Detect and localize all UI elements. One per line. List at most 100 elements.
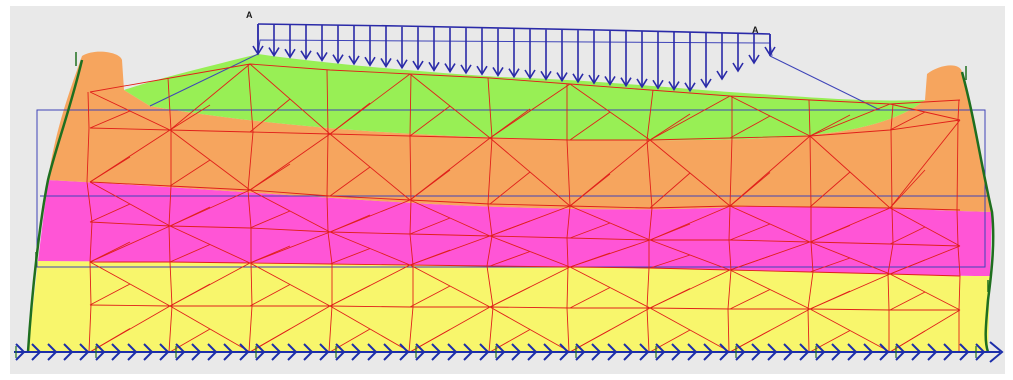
support-chevron [415,343,426,361]
support-chevron [95,343,106,361]
mesh-line [889,226,926,245]
mesh-line [409,169,451,201]
support-chevron [863,343,874,361]
support-chevron [943,343,954,361]
mesh-line [329,214,371,233]
mesh-line [809,171,851,208]
mesh-line [489,171,531,205]
mesh-line [169,63,251,131]
mesh-line [649,288,691,309]
layer-orange [48,51,992,213]
mesh-line [729,172,771,207]
mesh-line [409,217,451,235]
mesh-line [409,249,451,266]
support-chevron [847,343,858,361]
mesh-line [729,115,771,139]
mesh-line [489,286,531,308]
mesh-line [489,220,531,237]
mesh-line [569,173,611,207]
mesh-line [727,96,733,353]
support-chevron [239,343,250,361]
mesh-line [89,304,960,311]
support-chevron [527,343,538,361]
support-chevron [959,343,970,361]
support-chevron [447,343,458,361]
support-chevron [319,343,330,361]
load-line [257,23,771,35]
mesh-line [649,172,691,209]
load-arrowhead [588,74,600,85]
support-chevron [559,343,570,361]
support-chevron [207,343,218,361]
load-arrowhead [300,50,312,61]
support-chevron [223,343,234,361]
mesh-line [489,83,571,139]
support-chevron [719,343,730,361]
mesh-line [569,222,611,239]
mesh-line [809,103,891,137]
load-arrowhead [332,54,344,65]
support-chevron [927,343,938,361]
mesh-line [89,328,131,353]
support-chevron [143,343,154,361]
load-arrowhead [636,78,648,89]
point-a-right-label: A [752,25,759,35]
mesh-line [809,114,851,137]
mesh-line [249,231,331,264]
mesh-line [329,248,371,265]
mesh-line [489,251,531,267]
mesh-line [566,84,571,353]
point-a-left-label: A [246,10,253,20]
load-arrowhead [460,64,472,75]
mesh-line [729,289,771,310]
load-arrowhead [316,51,328,62]
mesh-line [649,329,691,353]
mesh-line [86,91,93,353]
support-chevron [639,343,650,361]
mesh-line [889,291,926,311]
support-chevron [751,343,762,361]
load-arrowhead [684,82,696,93]
distributed-load [252,23,776,93]
support-chevron [511,343,522,361]
mesh-line [729,330,771,353]
mesh-line [809,290,851,310]
mesh-line [249,98,291,133]
support-chevron [815,343,826,361]
mesh-line [249,284,291,307]
support-chevron [15,343,26,361]
support-chevron [47,343,58,361]
mesh-line [89,203,131,223]
mesh-line [887,103,894,352]
mesh-line [569,111,611,141]
load-arrowhead [380,58,392,68]
mesh-line [326,69,333,353]
boundary-ticks [35,52,989,292]
load-arrowhead [652,79,664,90]
support-chevron [799,343,810,361]
mesh-line [249,210,291,229]
mesh-line [409,285,451,308]
mesh-line [329,328,371,353]
load-arrowhead [620,77,632,88]
load-arrowhead [540,70,552,81]
mesh-line [489,108,531,139]
mesh-line [889,111,926,131]
mesh-line [89,63,961,105]
support-chevron [159,343,170,361]
support-chevron [303,343,314,361]
mesh-line [729,255,771,271]
mesh-line [649,223,691,241]
load-arrowhead [492,67,504,77]
support-chevron [127,343,138,361]
support-chevron [495,343,506,361]
load-arrowhead [604,75,616,86]
base-supports [14,341,1004,363]
mesh-line [889,169,926,209]
mesh-line [169,244,211,263]
load-arrowhead [444,63,456,74]
mesh-line [89,119,961,141]
mesh-line [89,221,961,247]
load-arrowhead [508,68,520,79]
